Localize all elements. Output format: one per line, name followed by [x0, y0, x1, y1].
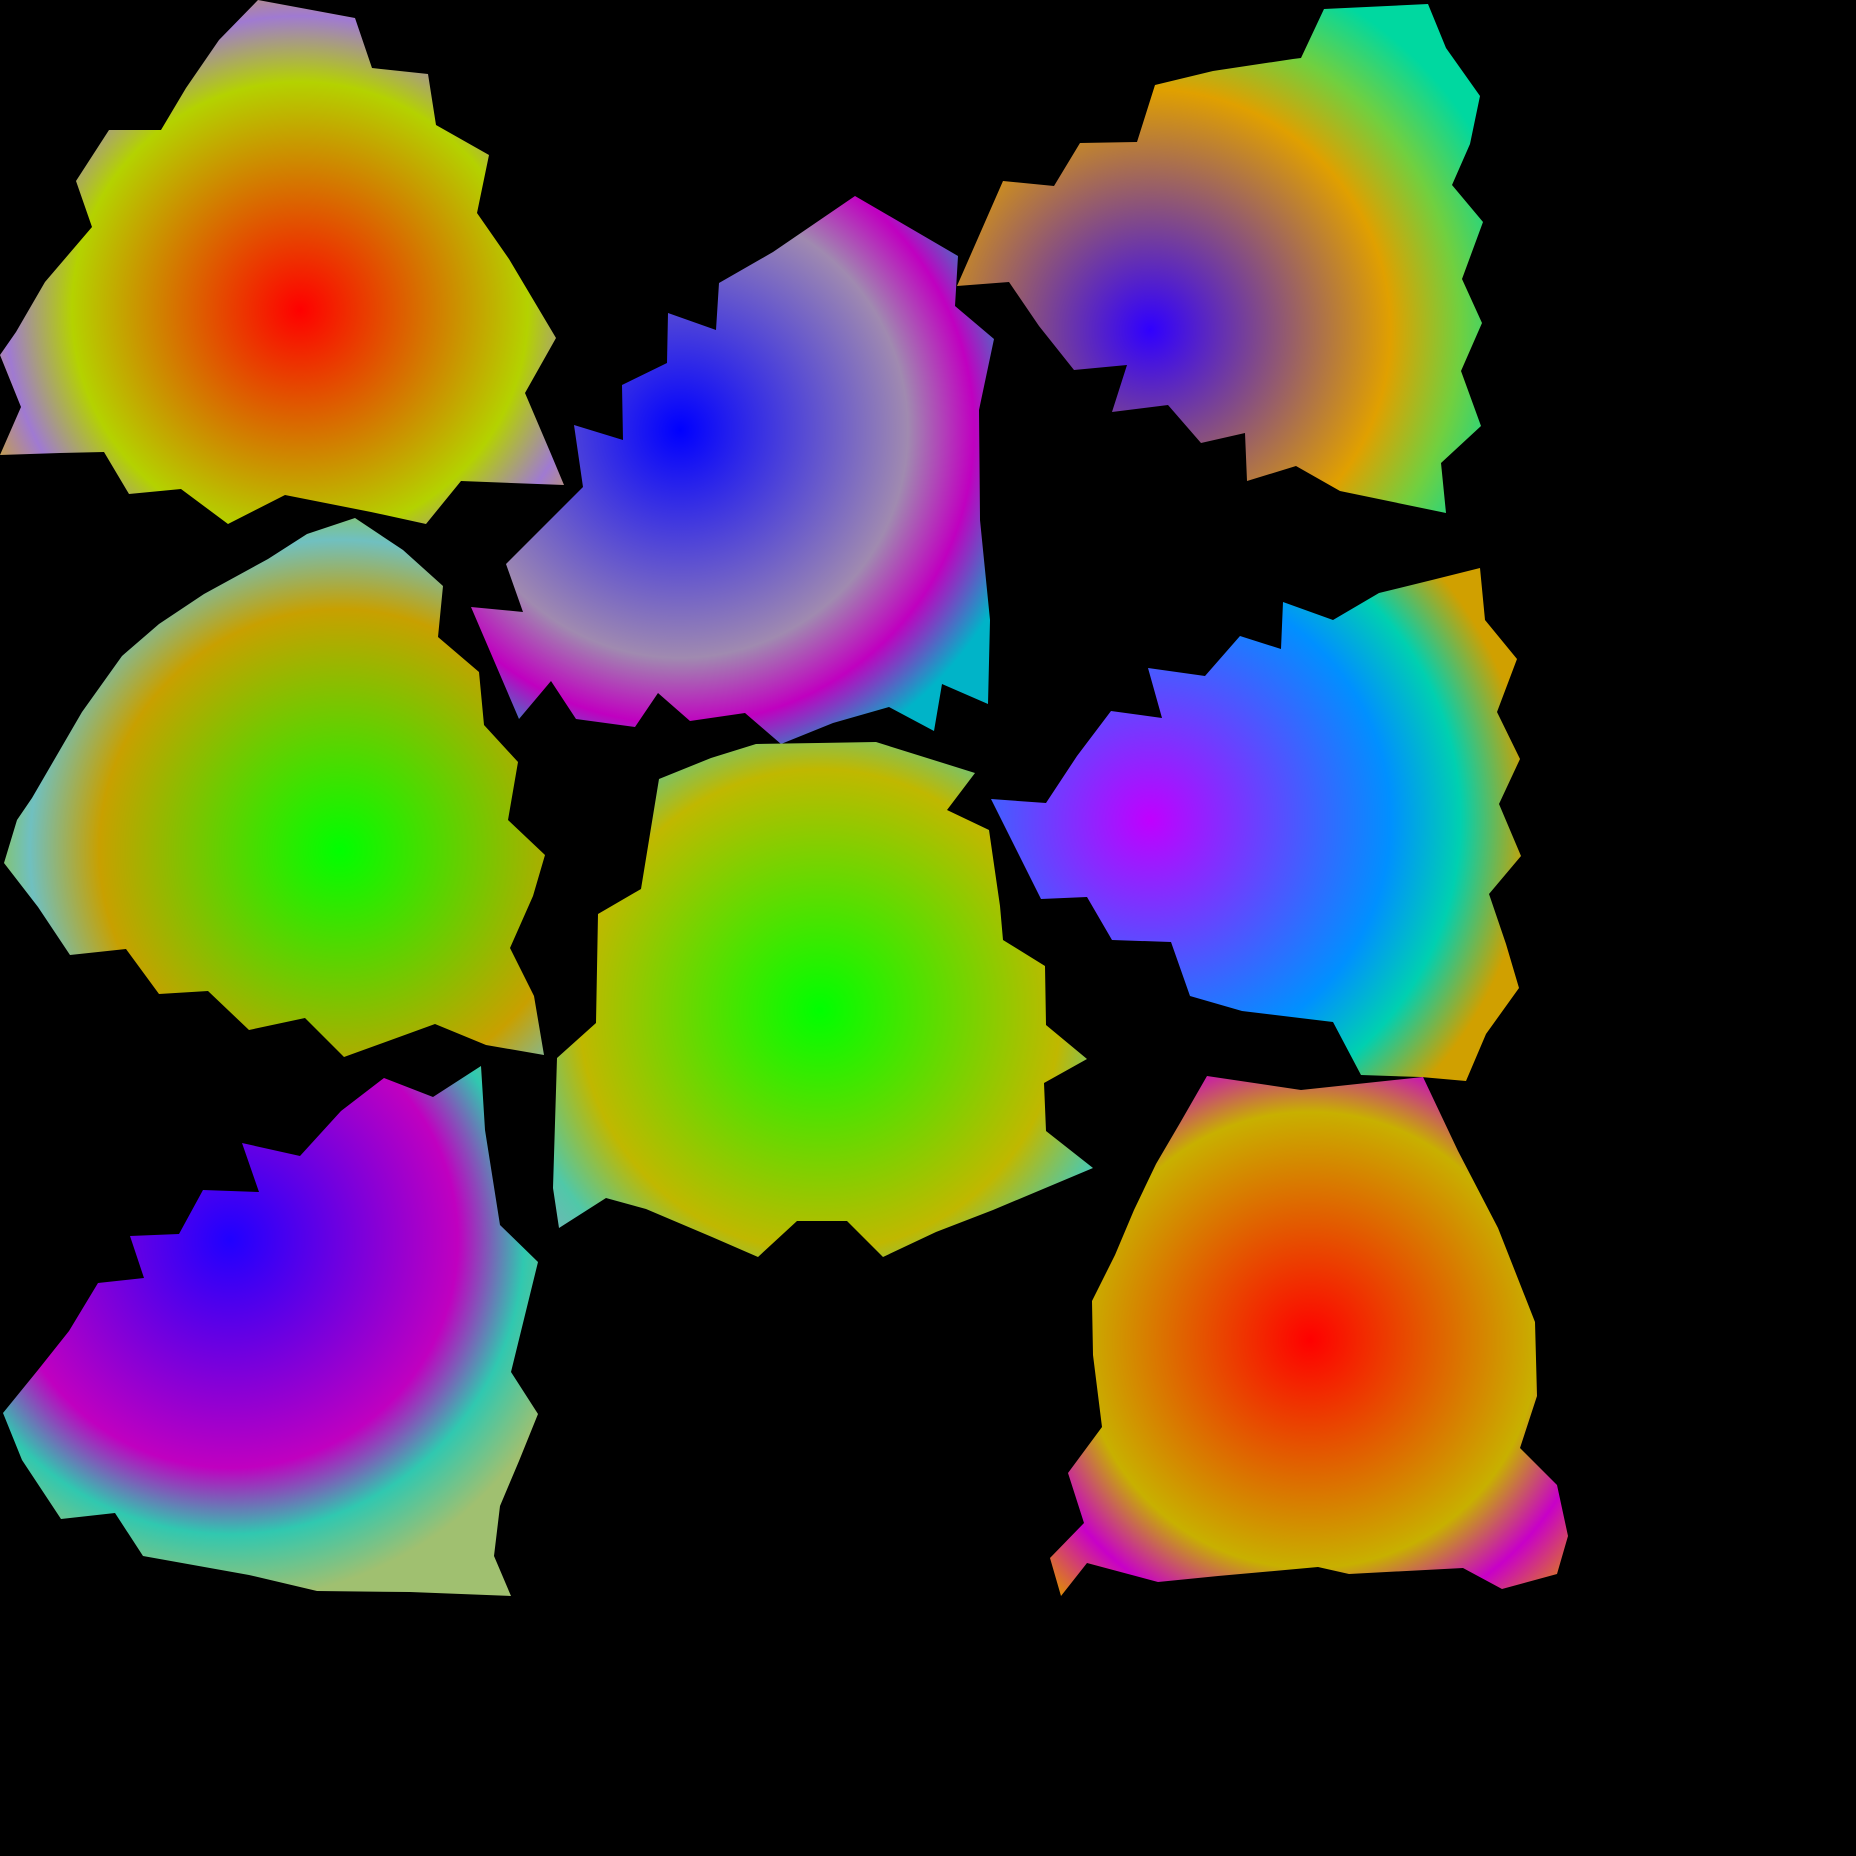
bottom-right-piece [1050, 1076, 1568, 1596]
middle-left-piece [4, 518, 545, 1057]
top-right-piece [957, 4, 1483, 513]
piece-layer [0, 0, 1568, 1596]
center-piece [553, 742, 1093, 1257]
bottom-left-piece [3, 1066, 538, 1596]
middle-right-piece [991, 568, 1521, 1081]
top-left-piece [0, 0, 564, 524]
top-center-piece [471, 196, 994, 744]
